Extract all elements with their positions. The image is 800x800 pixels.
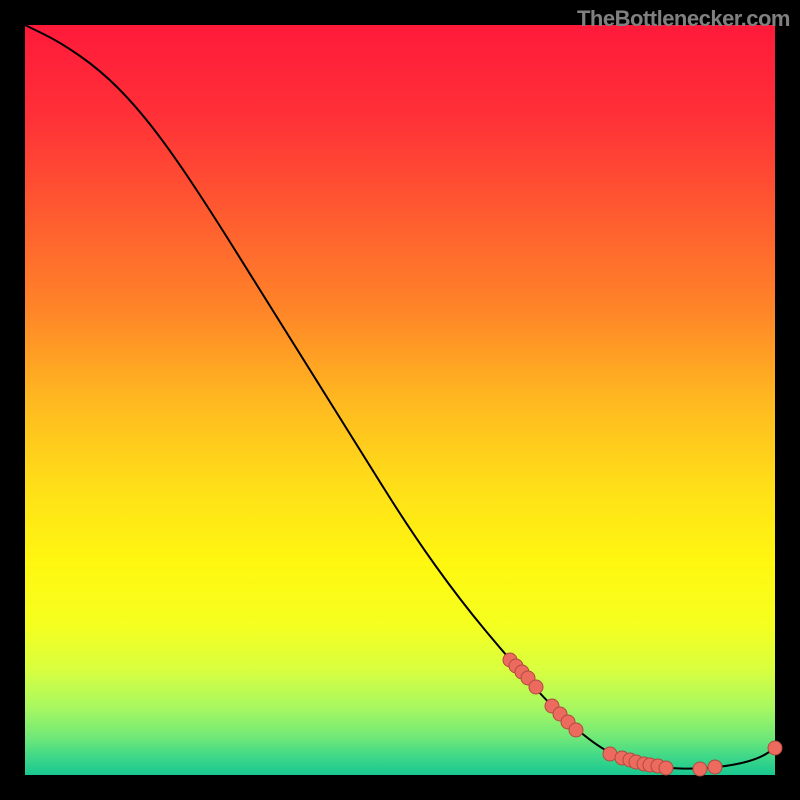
data-marker [659,761,673,775]
data-marker [708,760,722,774]
data-marker [569,723,583,737]
watermark: TheBottlenecker.com [577,6,790,32]
plot-background [25,25,775,775]
chart-svg [0,0,800,800]
data-marker [693,762,707,776]
data-marker [768,741,782,755]
chart-container: TheBottlenecker.com [0,0,800,800]
data-marker [529,680,543,694]
